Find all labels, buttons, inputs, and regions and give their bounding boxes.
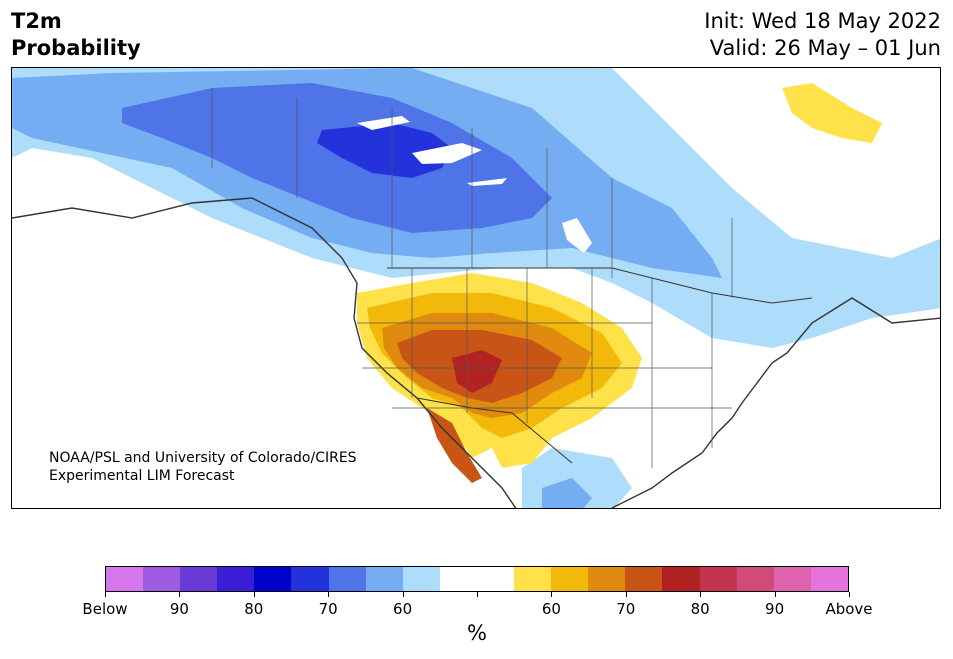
colorbar-segment — [106, 567, 144, 591]
colorbar-tick-label: Below — [82, 600, 128, 618]
colorbar-segment — [402, 567, 440, 591]
colorbar-segment — [180, 567, 218, 591]
lake-winnipeg — [562, 218, 592, 253]
colorbar-tick-label: 80 — [690, 600, 710, 618]
colorbar-segment — [736, 567, 774, 591]
colorbar-tick-mark — [105, 592, 106, 597]
colorbar-tick-mark — [625, 592, 627, 597]
colorbar-segment — [588, 567, 626, 591]
colorbar — [105, 566, 849, 592]
colorbar-tick-mark — [253, 592, 255, 597]
colorbar-segment — [773, 567, 811, 591]
colorbar-tick-mark — [328, 592, 330, 597]
credit-line-1: NOAA/PSL and University of Colorado/CIRE… — [49, 450, 357, 466]
colorbar-tick-mark — [551, 592, 553, 597]
region-below-70-south — [542, 478, 592, 508]
canada-province-lines — [211, 88, 733, 298]
colorbar-tick-label: 70 — [318, 600, 338, 618]
colorbar-tick-label: 90 — [169, 600, 189, 618]
colorbar-segment — [291, 567, 329, 591]
great-slave-lake — [357, 116, 410, 130]
colorbar-tick-mark — [774, 592, 776, 597]
region-above-max — [452, 350, 502, 393]
init-date: Init: Wed 18 May 2022 — [704, 9, 941, 33]
region-below-80 — [122, 83, 552, 233]
colorbar-segment — [551, 567, 589, 591]
east-coastline — [611, 297, 940, 508]
colorbar-segment — [328, 567, 366, 591]
colorbar-tick-mark — [700, 592, 702, 597]
colorbar-segment — [254, 567, 292, 591]
colorbar-segment — [143, 567, 181, 591]
colorbar-segment — [514, 567, 552, 591]
region-above-60-canada — [782, 83, 882, 143]
colorbar-segment — [810, 567, 848, 591]
colorbar-segment — [662, 567, 700, 591]
great-bear-lake — [412, 143, 482, 164]
valid-range: Valid: 26 May – 01 Jun — [709, 36, 941, 60]
colorbar-tick-label: 80 — [244, 600, 264, 618]
colorbar-segment — [699, 567, 737, 591]
credit-text: NOAA/PSL and University of Colorado/CIRE… — [49, 449, 357, 485]
title-line-2: Probability — [11, 36, 141, 60]
region-below-90 — [317, 123, 452, 178]
colorbar-segment — [439, 567, 477, 591]
us-mexico-border — [416, 397, 573, 464]
map-canvas — [12, 68, 940, 508]
colorbar-tick-label: 60 — [393, 600, 413, 618]
colorbar-tick-label: 70 — [616, 600, 636, 618]
state-lines — [357, 268, 732, 468]
forecast-map — [11, 67, 941, 509]
forecast-dates: Init: Wed 18 May 2022 Valid: 26 May – 01… — [704, 8, 941, 62]
us-canada-border — [387, 267, 813, 304]
colorbar-tick-mark — [477, 592, 478, 597]
colorbar-tick-label: Above — [825, 600, 873, 618]
colorbar-segment — [625, 567, 663, 591]
colorbar-tick-mark — [402, 592, 404, 597]
coastline — [12, 197, 517, 508]
lake-athabasca — [467, 178, 507, 186]
title-line-1: T2m — [11, 9, 62, 33]
colorbar-tick-mark — [849, 592, 850, 597]
colorbar-tick-mark — [179, 592, 181, 597]
map-title: T2m Probability — [11, 8, 141, 62]
colorbar-segment — [476, 567, 515, 591]
credit-line-2: Experimental LIM Forecast — [49, 468, 235, 484]
colorbar-tick-label: 60 — [541, 600, 561, 618]
colorbar-segment — [217, 567, 255, 591]
colorbar-segment — [365, 567, 403, 591]
colorbar-tick-label: 90 — [765, 600, 785, 618]
colorbar-unit: % — [467, 621, 487, 645]
